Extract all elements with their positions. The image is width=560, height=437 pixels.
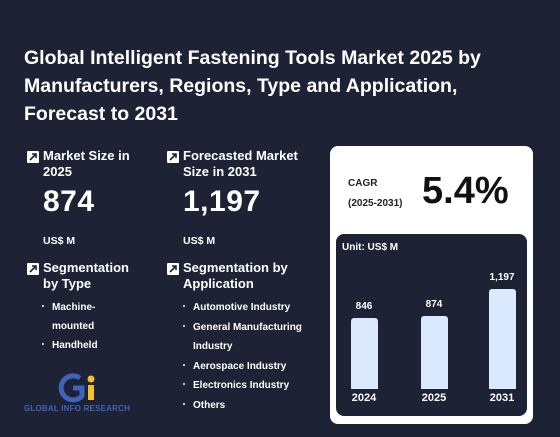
bar-category-label: 2024 — [351, 392, 377, 404]
cagr-value: 5.4% — [422, 170, 509, 212]
chart-bar — [488, 289, 516, 389]
trend-arrow-icon — [27, 151, 39, 163]
market-size-unit: US$ M — [43, 235, 76, 247]
seg-type-item: Handheld — [40, 336, 120, 355]
bar-chart: Unit: US$ M 846 2024 874 2025 1,197 2031 — [336, 234, 527, 416]
trend-arrow-icon — [167, 263, 179, 275]
cagr-label: CAGR (2025-2031) — [348, 174, 402, 214]
seg-type-title: Segmentation by Type — [43, 260, 129, 291]
logo-mark-icon — [58, 373, 95, 403]
bar-value-label: 874 — [425, 299, 443, 310]
chart-bar — [350, 318, 378, 389]
bar-value-label: 1,197 — [489, 272, 515, 283]
seg-type-item: Machine-mounted — [40, 298, 120, 336]
cagr-card: CAGR (2025-2031) 5.4% Unit: US$ M 846 202… — [330, 146, 533, 424]
seg-app-list: Automotive Industry General Manufacturing… — [181, 298, 316, 415]
trend-arrow-icon — [27, 263, 39, 275]
market-size-value: 874 — [43, 185, 95, 218]
bar-category-label: 2031 — [489, 392, 515, 404]
forecast-value: 1,197 — [183, 185, 261, 218]
cagr-label-line1: CAGR — [348, 178, 378, 189]
bar-category-label: 2025 — [421, 392, 447, 404]
market-size-label: Market Size in 2025 — [43, 148, 130, 179]
seg-app-item: Electronics Industry — [181, 376, 316, 396]
seg-app-item: Aerospace Industry — [181, 357, 316, 377]
chart-unit-label: Unit: US$ M — [342, 242, 399, 253]
seg-app-item: Automotive Industry — [181, 298, 316, 318]
cagr-label-line2: (2025-2031) — [348, 198, 403, 209]
forecast-unit: US$ M — [183, 235, 216, 247]
seg-app-item: General Manufacturing Industry — [181, 318, 316, 357]
trend-arrow-icon — [167, 151, 179, 163]
seg-app-title: Segmentation by Application — [183, 260, 288, 291]
chart-bar — [420, 316, 448, 389]
seg-type-list: Machine-mounted Handheld — [40, 298, 120, 355]
forecast-label: Forecasted Market Size in 2031 — [183, 148, 298, 179]
page-title: Global Intelligent Fastening Tools Marke… — [24, 47, 481, 125]
company-logo: GLOBAL INFO RESEARCH — [24, 372, 136, 418]
logo-text: GLOBAL INFO RESEARCH — [24, 404, 131, 413]
bar-value-label: 846 — [355, 301, 373, 312]
seg-app-item: Others — [181, 396, 316, 416]
